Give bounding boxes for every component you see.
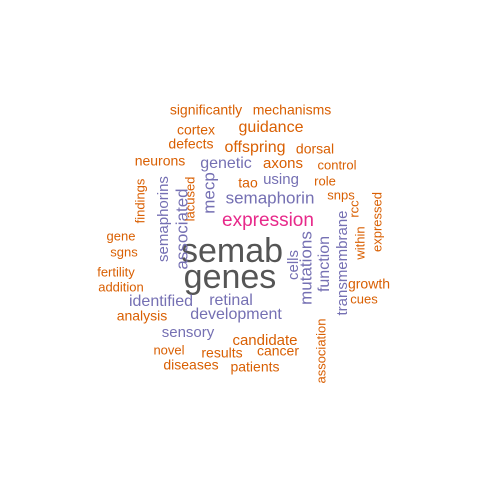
- word-mechanisms: mechanisms: [253, 102, 332, 118]
- word-dorsal: dorsal: [296, 141, 334, 157]
- word-semaphorins: semaphorins: [155, 176, 172, 262]
- word-semaphorin: semaphorin: [226, 188, 315, 207]
- word-patients: patients: [230, 359, 279, 375]
- word-using: using: [263, 171, 299, 188]
- word-mecp: mecp: [199, 172, 218, 214]
- word-axons: axons: [263, 155, 303, 172]
- word-guidance: guidance: [239, 119, 304, 136]
- word-cortex: cortex: [177, 122, 215, 138]
- word-cues: cues: [350, 291, 378, 306]
- word-diseases: diseases: [163, 357, 218, 373]
- word-offspring: offspring: [224, 139, 285, 156]
- word-sensory: sensory: [162, 324, 215, 341]
- word-novel: novel: [153, 342, 184, 357]
- word-rcc: rcc: [346, 200, 361, 218]
- word-defects: defects: [168, 136, 213, 152]
- word-neurons: neurons: [135, 153, 186, 169]
- word-gene: gene: [107, 228, 136, 243]
- word-lacused: lacused: [182, 177, 197, 222]
- word-expression: expression: [222, 210, 314, 231]
- word-significantly: significantly: [170, 102, 242, 118]
- word-snps: snps: [327, 187, 355, 202]
- word-within: within: [352, 226, 367, 260]
- word-transmembrane: transmembrane: [334, 210, 351, 315]
- word-findings: findings: [132, 178, 147, 223]
- word-growth: growth: [348, 276, 390, 292]
- word-control: control: [317, 157, 356, 172]
- word-retinal: retinal: [209, 292, 253, 309]
- word-genes: genes: [184, 258, 277, 296]
- word-cells: cells: [285, 250, 302, 280]
- word-analysis: analysis: [117, 308, 168, 324]
- word-sgns: sgns: [110, 244, 138, 259]
- word-expressed: expressed: [369, 192, 384, 252]
- word-addition: addition: [98, 279, 144, 294]
- word-cancer: cancer: [257, 343, 299, 359]
- word-function: function: [316, 236, 333, 292]
- word-tao: tao: [238, 175, 258, 191]
- word-fertility: fertility: [97, 264, 135, 279]
- word-role: role: [314, 173, 336, 188]
- word-genetic: genetic: [200, 155, 252, 172]
- word-association: association: [313, 318, 328, 383]
